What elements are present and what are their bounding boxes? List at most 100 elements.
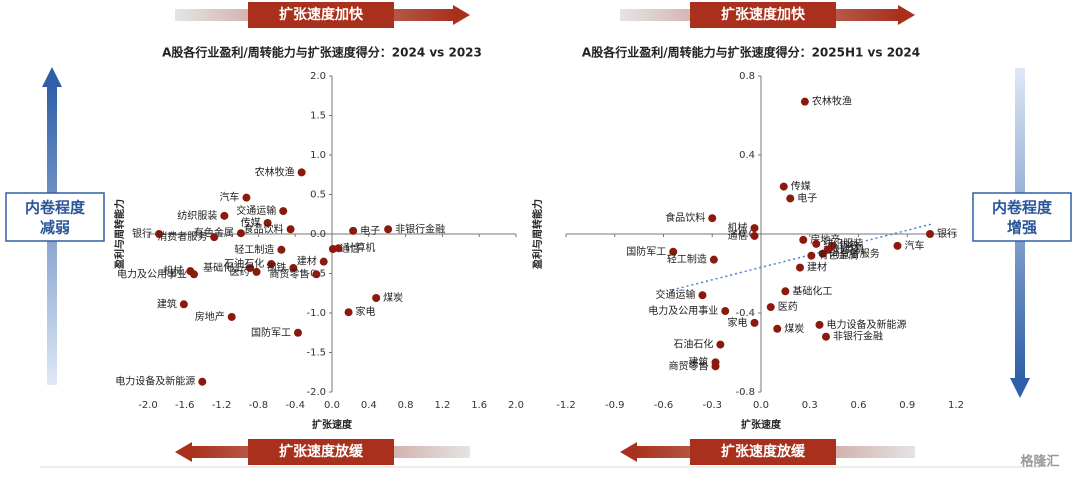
point xyxy=(815,320,824,329)
point-label: 钢铁 xyxy=(840,239,860,252)
side-text: 减弱 xyxy=(40,219,70,237)
x-tick-label: -0.9 xyxy=(605,400,625,411)
banner-text: 扩张速度放缓 xyxy=(721,443,806,460)
point-label: 交通运输 xyxy=(236,204,276,217)
y-tick-label: 0.4 xyxy=(739,150,755,161)
point xyxy=(297,168,306,177)
point xyxy=(236,229,245,238)
point xyxy=(384,225,393,234)
y-axis-label: 盈利与周转能力 xyxy=(113,199,126,270)
point xyxy=(807,251,816,260)
y-axis-label: 盈利与周转能力 xyxy=(531,199,544,270)
point-label: 石油石化 xyxy=(673,338,713,351)
point-label: 房地产 xyxy=(195,310,225,323)
point xyxy=(286,225,295,234)
x-tick-label: -1.2 xyxy=(212,400,232,411)
point-label: 有色金属 xyxy=(194,226,234,239)
banner-text: 扩张速度加快 xyxy=(279,6,364,23)
point xyxy=(893,241,902,250)
point-label: 建筑 xyxy=(689,355,709,368)
point-label: 电力及公用事业 xyxy=(648,304,718,317)
point xyxy=(334,244,343,253)
point-label: 交通运输 xyxy=(656,288,696,301)
point-label: 农林牧渔 xyxy=(812,95,852,108)
side-text: 内卷程度 xyxy=(25,199,86,217)
x-tick-label: 0.6 xyxy=(851,400,867,411)
x-tick-label: -0.3 xyxy=(702,400,722,411)
point-label: 食品饮料 xyxy=(244,222,284,235)
point-label: 汽车 xyxy=(905,239,925,252)
point-label: 轻工制造 xyxy=(234,243,274,256)
point xyxy=(220,211,229,220)
banner-text: 扩张速度加快 xyxy=(721,6,806,23)
x-tick-label: 1.2 xyxy=(948,400,964,411)
side-text: 内卷程度 xyxy=(992,199,1053,217)
point xyxy=(781,287,790,296)
y-tick-label: 0.5 xyxy=(310,190,326,201)
point-label: 传媒 xyxy=(241,217,261,229)
y-tick-label: 0.0 xyxy=(310,229,326,240)
point-label: 建筑 xyxy=(157,297,177,310)
x-axis-label: 扩张速度 xyxy=(312,418,353,431)
y-tick-label: 2.0 xyxy=(310,71,326,82)
point-label: 建材 xyxy=(297,255,317,268)
x-tick-label: 0.0 xyxy=(324,400,340,411)
point xyxy=(227,312,236,321)
point xyxy=(796,263,804,272)
x-tick-label: -1.6 xyxy=(175,400,195,411)
side-arrows: 内卷程度 减弱 内卷程度 增强 xyxy=(5,67,1072,398)
point xyxy=(812,239,821,248)
x-tick-label: 0.9 xyxy=(899,400,915,411)
point xyxy=(786,194,795,203)
y-tick-label: -1.0 xyxy=(306,308,326,319)
point-label: 通信 xyxy=(340,243,360,255)
point xyxy=(750,231,759,240)
point xyxy=(252,267,261,276)
point-label: 计算机 xyxy=(345,241,375,254)
point xyxy=(669,247,678,256)
point-label: 消费者服务 xyxy=(830,247,880,260)
point-label: 机械 xyxy=(728,221,748,234)
point-label: 家电 xyxy=(728,316,748,329)
x-axis-label: 扩张速度 xyxy=(741,418,782,431)
point xyxy=(190,270,198,279)
point-label: 纺织服装 xyxy=(177,209,217,222)
point-label: 煤炭 xyxy=(383,291,403,304)
point xyxy=(312,270,321,279)
point-label: 银行 xyxy=(132,227,152,240)
point-label: 建材 xyxy=(807,261,827,274)
point xyxy=(709,255,718,264)
point-label: 商贸零售 xyxy=(669,359,709,372)
point xyxy=(823,245,832,254)
bottom-banner: 扩张速度放缓 扩张速度放缓 xyxy=(175,439,915,465)
point xyxy=(179,300,188,309)
x-tick-label: -1.2 xyxy=(556,400,576,411)
point-label: 电子 xyxy=(360,224,380,237)
point-label: 石油石化 xyxy=(224,257,264,270)
y-tick-label: 1.0 xyxy=(310,150,326,161)
point xyxy=(155,230,164,238)
point xyxy=(822,332,830,341)
y-tick-label: 1.5 xyxy=(310,111,326,122)
chart-title: A股各行业盈利/周转能力与扩张速度得分：2024 vs 2023 xyxy=(162,45,482,60)
top-banner: 扩张速度加快 扩张速度加快 xyxy=(175,2,915,28)
y-tick-label: -0.8 xyxy=(735,387,755,398)
point-label: 非银行金融 xyxy=(833,330,883,343)
point-label: 煤炭 xyxy=(784,322,804,335)
point-label: 银行 xyxy=(937,227,957,240)
y-tick-label: -2.0 xyxy=(306,387,326,398)
point xyxy=(773,324,782,333)
point xyxy=(242,193,251,202)
point-label: 纺织服装 xyxy=(823,237,863,250)
point-label: 钢铁 xyxy=(266,261,286,274)
point-label: 有色金属 xyxy=(818,249,858,262)
point-label: 通信 xyxy=(728,230,748,242)
point xyxy=(344,308,353,317)
point xyxy=(711,362,720,371)
x-tick-label: 0.3 xyxy=(802,400,818,411)
x-tick-label: 1.2 xyxy=(434,400,450,411)
x-tick-label: 0.0 xyxy=(753,400,769,411)
point xyxy=(293,328,302,337)
point-label: 传媒 xyxy=(791,181,811,193)
